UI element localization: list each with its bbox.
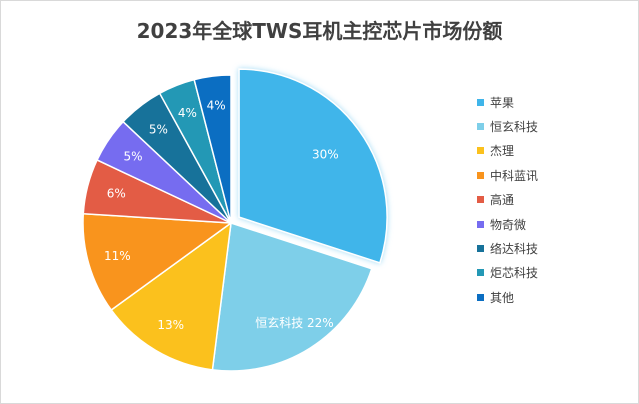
data-label-5: 6% <box>107 187 126 201</box>
legend-swatch <box>477 98 484 106</box>
pie-slices <box>82 68 388 372</box>
pie-slice-4 <box>82 212 234 312</box>
legend-swatch <box>477 171 484 179</box>
pie-slice-9 <box>193 74 232 224</box>
pie-slice-3 <box>110 221 232 371</box>
legend-item-7: 络达科技 <box>477 236 538 260</box>
legend-item-6: 物奇微 <box>477 212 538 236</box>
legend-label: 高通 <box>490 193 515 208</box>
legend: 苹果恒玄科技杰理中科蓝讯高通物奇微络达科技炬芯科技其他 <box>477 90 538 310</box>
pie-slice-2 <box>211 222 373 372</box>
legend-label: 物奇微 <box>490 217 527 232</box>
legend-item-2: 恒玄科技 <box>477 114 538 138</box>
legend-swatch <box>477 293 484 301</box>
data-label-4: 11% <box>104 249 131 263</box>
legend-label: 炬芯科技 <box>490 266 539 281</box>
legend-item-9: 其他 <box>477 285 538 309</box>
legend-item-1: 苹果 <box>477 90 538 114</box>
pie-slice-1 <box>238 68 388 264</box>
legend-label: 络达科技 <box>490 242 539 257</box>
data-label-1: 30% <box>312 147 339 161</box>
data-label-9: 4% <box>207 99 226 113</box>
legend-label: 杰理 <box>490 144 515 159</box>
legend-label: 其他 <box>490 290 515 305</box>
data-label-6: 5% <box>124 149 143 163</box>
data-label-8: 4% <box>178 106 197 120</box>
legend-label: 中科蓝讯 <box>490 168 539 183</box>
legend-item-3: 杰理 <box>477 139 538 163</box>
data-label-3: 13% <box>157 318 184 332</box>
legend-swatch <box>477 123 484 131</box>
legend-swatch <box>477 269 484 277</box>
legend-swatch <box>477 245 484 253</box>
legend-swatch <box>477 196 484 204</box>
legend-item-4: 中科蓝讯 <box>477 163 538 187</box>
legend-swatch <box>477 147 484 155</box>
legend-swatch <box>477 220 484 228</box>
data-label-7: 5% <box>149 122 168 136</box>
data-label-2: 恒玄科技 22% <box>255 315 334 330</box>
legend-item-5: 高通 <box>477 188 538 212</box>
pie-data-labels: 30% 恒玄科技 22% 13% 11% 6% 5% 5% 4% 4% <box>104 99 339 332</box>
legend-label: 恒玄科技 <box>490 120 539 135</box>
legend-item-8: 炬芯科技 <box>477 261 538 285</box>
legend-label: 苹果 <box>490 95 515 110</box>
chart-title: 2023年全球TWS耳机主控芯片市场份额 <box>136 19 503 43</box>
